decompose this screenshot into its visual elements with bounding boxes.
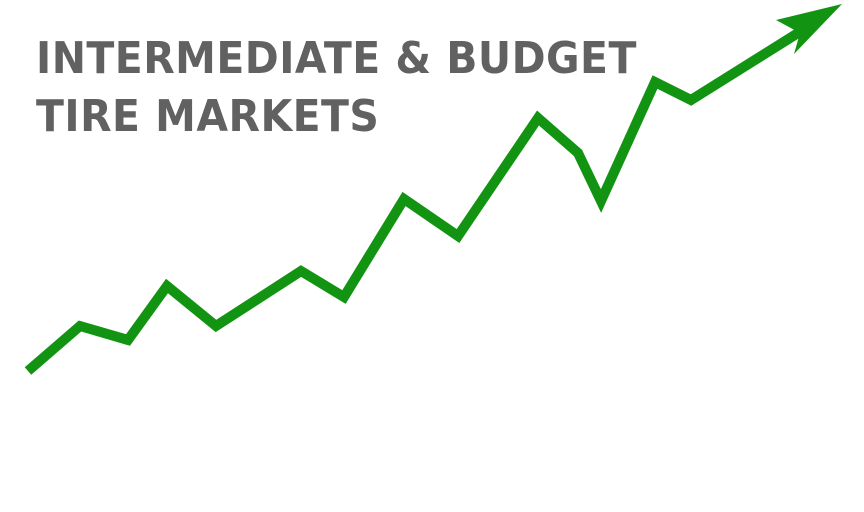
title-line-2: TIRE MARKETS	[36, 91, 380, 142]
trend-line	[24, 23, 809, 375]
page-title: INTERMEDIATE & BUDGET TIRE MARKETS	[36, 30, 637, 146]
upward-trend-arrow-icon	[776, 4, 842, 54]
title-line-1: INTERMEDIATE & BUDGET	[36, 33, 637, 84]
